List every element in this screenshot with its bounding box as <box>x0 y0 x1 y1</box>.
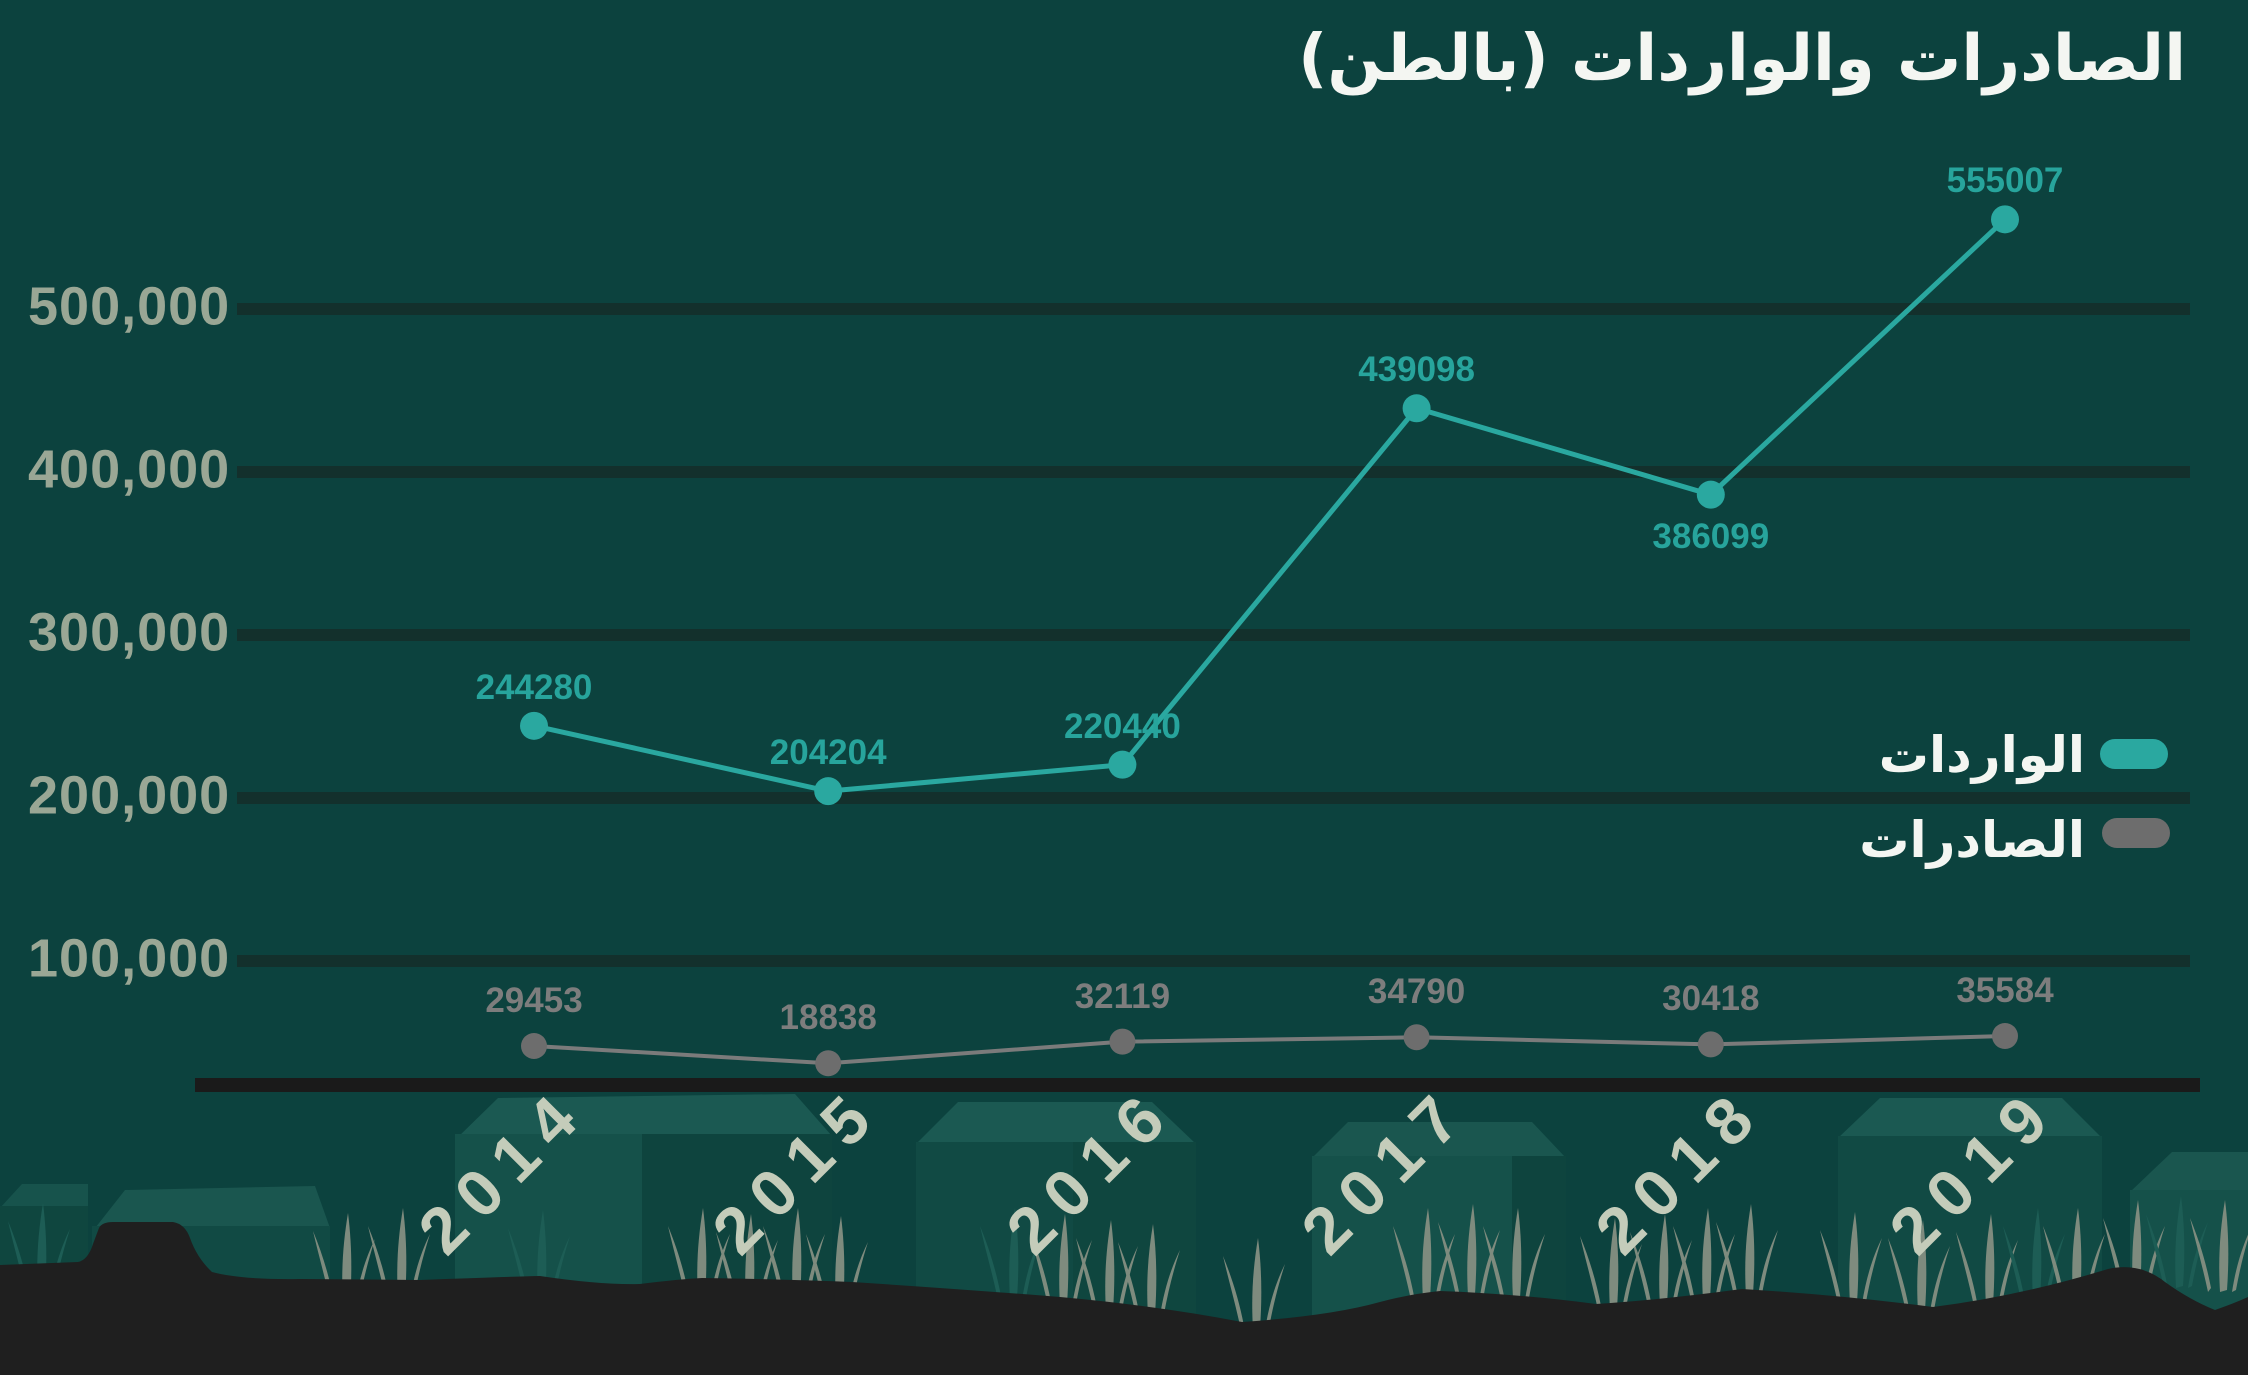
exports-value-label: 32119 <box>1074 976 1171 1016</box>
imports-value-label: 220440 <box>1063 706 1181 746</box>
exports-value-label: 29453 <box>485 980 583 1020</box>
chart-title: الصادرات والواردات (بالطن) <box>1298 22 2186 96</box>
exports-line <box>533 1033 2006 1066</box>
imports-legend-swatch <box>2100 739 2168 769</box>
exports-legend-label: الصادرات <box>1859 811 2085 869</box>
exports-value-label: 18838 <box>779 998 877 1038</box>
y-tick-label: 100,000 <box>28 928 231 989</box>
imports-line-series <box>520 205 2019 806</box>
imports-value-label: 555007 <box>1946 161 2064 201</box>
x-axis-line <box>195 1078 2200 1092</box>
exports-value-label: 35584 <box>1956 970 2054 1010</box>
exports-line-series <box>521 1022 2018 1077</box>
y-tick-label: 400,000 <box>28 439 231 500</box>
grass-icon <box>8 1196 2248 1330</box>
imports-value-label: 204204 <box>769 733 887 773</box>
imports-value-label: 386099 <box>1652 516 1770 556</box>
exports-value-label: 34790 <box>1367 972 1466 1012</box>
exports-legend-swatch <box>2102 818 2170 848</box>
gridlines <box>237 303 2190 967</box>
imports-value-label: 439098 <box>1358 350 1475 390</box>
imports-points <box>520 205 2019 806</box>
y-tick-label: 200,000 <box>28 765 231 826</box>
ground-silhouette <box>0 1222 2248 1375</box>
imports-line <box>533 217 2007 794</box>
imports-value-label: 244280 <box>475 667 593 707</box>
exports-value-label: 30418 <box>1662 979 1760 1019</box>
y-tick-label: 500,000 <box>28 276 231 337</box>
y-tick-label: 300,000 <box>28 602 231 663</box>
imports-legend-label: الواردات <box>1878 726 2085 784</box>
exports-points <box>521 1022 2018 1077</box>
